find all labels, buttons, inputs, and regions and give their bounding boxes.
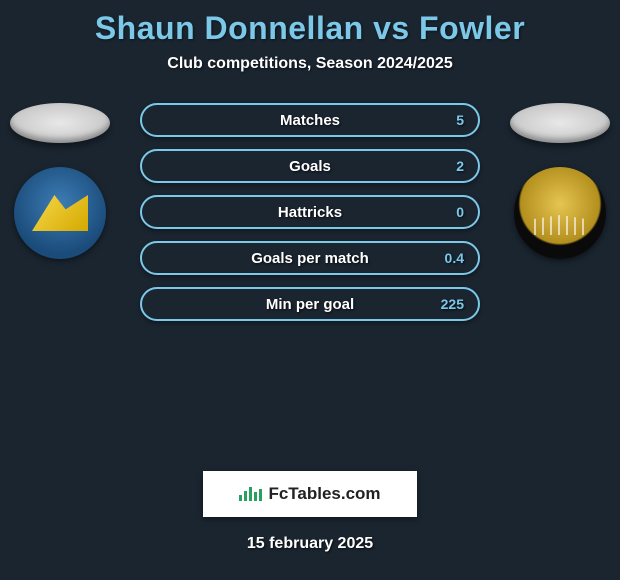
stat-value-right: 2 xyxy=(456,158,464,174)
stats-list: Matches 5 Goals 2 Hattricks 0 Goals per … xyxy=(140,103,480,333)
stat-label: Hattricks xyxy=(278,204,342,221)
stat-value-right: 0 xyxy=(456,204,464,220)
stat-row-hattricks: Hattricks 0 xyxy=(140,195,480,229)
stat-label: Goals per match xyxy=(251,250,369,267)
site-logo[interactable]: FcTables.com xyxy=(203,471,417,517)
stat-row-goals-per-match: Goals per match 0.4 xyxy=(140,241,480,275)
player-right-column xyxy=(500,103,620,259)
stat-label: Matches xyxy=(280,112,340,129)
page-title: Shaun Donnellan vs Fowler xyxy=(0,0,620,47)
subtitle: Club competitions, Season 2024/2025 xyxy=(0,55,620,73)
stat-row-min-per-goal: Min per goal 225 xyxy=(140,287,480,321)
stat-value-right: 0.4 xyxy=(445,250,464,266)
stat-value-right: 225 xyxy=(441,296,464,312)
site-name: FcTables.com xyxy=(268,484,380,504)
player-left-column xyxy=(0,103,120,259)
footer-date: 15 february 2025 xyxy=(0,535,620,553)
player-avatar-right xyxy=(510,103,610,143)
stat-row-matches: Matches 5 xyxy=(140,103,480,137)
club-crest-right xyxy=(514,167,606,259)
stat-value-right: 5 xyxy=(456,112,464,128)
club-crest-left xyxy=(14,167,106,259)
stat-label: Goals xyxy=(289,158,331,175)
stat-label: Min per goal xyxy=(266,296,354,313)
stat-row-goals: Goals 2 xyxy=(140,149,480,183)
player-avatar-left xyxy=(10,103,110,143)
bars-icon xyxy=(239,487,262,501)
comparison-panel: Matches 5 Goals 2 Hattricks 0 Goals per … xyxy=(0,103,620,453)
